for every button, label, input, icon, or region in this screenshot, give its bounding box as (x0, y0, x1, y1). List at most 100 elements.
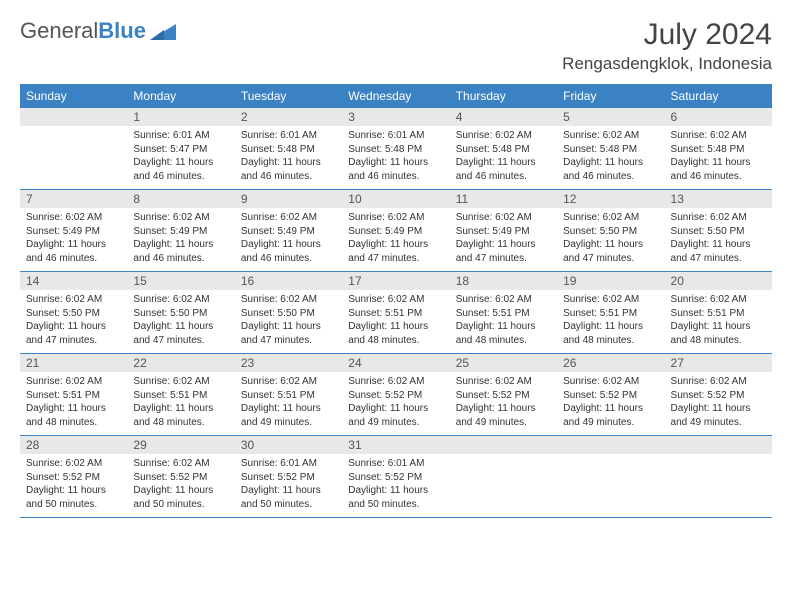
sunset-line: Sunset: 5:49 PM (133, 225, 228, 239)
sunset-line: Sunset: 5:51 PM (456, 307, 551, 321)
sunset-line: Sunset: 5:51 PM (563, 307, 658, 321)
daylight-line: Daylight: 11 hours and 47 minutes. (133, 320, 228, 347)
calendar-row: 7Sunrise: 6:02 AMSunset: 5:49 PMDaylight… (20, 190, 772, 272)
day-number: 24 (342, 354, 449, 372)
sunrise-line: Sunrise: 6:02 AM (563, 375, 658, 389)
day-body: Sunrise: 6:02 AMSunset: 5:51 PMDaylight:… (450, 290, 557, 353)
daylight-line: Daylight: 11 hours and 46 minutes. (241, 238, 336, 265)
day-body: Sunrise: 6:01 AMSunset: 5:52 PMDaylight:… (342, 454, 449, 517)
calendar-cell: 28Sunrise: 6:02 AMSunset: 5:52 PMDayligh… (20, 436, 127, 518)
day-number: 7 (20, 190, 127, 208)
daylight-line: Daylight: 11 hours and 47 minutes. (348, 238, 443, 265)
day-body: Sunrise: 6:02 AMSunset: 5:51 PMDaylight:… (20, 372, 127, 435)
day-header: Sunday (20, 84, 127, 108)
daylight-line: Daylight: 11 hours and 46 minutes. (456, 156, 551, 183)
calendar-cell: 31Sunrise: 6:01 AMSunset: 5:52 PMDayligh… (342, 436, 449, 518)
logo-part1: General (20, 18, 98, 43)
sunset-line: Sunset: 5:50 PM (671, 225, 766, 239)
day-body: Sunrise: 6:02 AMSunset: 5:48 PMDaylight:… (450, 126, 557, 189)
logo-text: GeneralBlue (20, 18, 146, 44)
day-number: 20 (665, 272, 772, 290)
sunrise-line: Sunrise: 6:01 AM (348, 457, 443, 471)
daylight-line: Daylight: 11 hours and 46 minutes. (241, 156, 336, 183)
daylight-line: Daylight: 11 hours and 49 minutes. (348, 402, 443, 429)
sunset-line: Sunset: 5:51 PM (241, 389, 336, 403)
sunrise-line: Sunrise: 6:02 AM (133, 211, 228, 225)
day-number: 17 (342, 272, 449, 290)
header: GeneralBlue July 2024 Rengasdengklok, In… (20, 18, 772, 74)
sunrise-line: Sunrise: 6:02 AM (241, 375, 336, 389)
day-number: 25 (450, 354, 557, 372)
day-body-empty (450, 454, 557, 502)
day-body: Sunrise: 6:02 AMSunset: 5:52 PMDaylight:… (665, 372, 772, 435)
sunset-line: Sunset: 5:49 PM (348, 225, 443, 239)
day-body: Sunrise: 6:02 AMSunset: 5:50 PMDaylight:… (557, 208, 664, 271)
sunrise-line: Sunrise: 6:02 AM (456, 293, 551, 307)
day-number: 6 (665, 108, 772, 126)
sunset-line: Sunset: 5:51 PM (671, 307, 766, 321)
daylight-line: Daylight: 11 hours and 48 minutes. (563, 320, 658, 347)
calendar-cell: 29Sunrise: 6:02 AMSunset: 5:52 PMDayligh… (127, 436, 234, 518)
day-body: Sunrise: 6:02 AMSunset: 5:52 PMDaylight:… (127, 454, 234, 517)
sunset-line: Sunset: 5:48 PM (456, 143, 551, 157)
daylight-line: Daylight: 11 hours and 46 minutes. (26, 238, 121, 265)
day-body: Sunrise: 6:02 AMSunset: 5:52 PMDaylight:… (20, 454, 127, 517)
day-body: Sunrise: 6:02 AMSunset: 5:50 PMDaylight:… (235, 290, 342, 353)
daylight-line: Daylight: 11 hours and 48 minutes. (348, 320, 443, 347)
calendar-cell: 16Sunrise: 6:02 AMSunset: 5:50 PMDayligh… (235, 272, 342, 354)
day-body: Sunrise: 6:01 AMSunset: 5:47 PMDaylight:… (127, 126, 234, 189)
daylight-line: Daylight: 11 hours and 47 minutes. (456, 238, 551, 265)
calendar-body: 1Sunrise: 6:01 AMSunset: 5:47 PMDaylight… (20, 108, 772, 518)
calendar-cell: 9Sunrise: 6:02 AMSunset: 5:49 PMDaylight… (235, 190, 342, 272)
sunset-line: Sunset: 5:50 PM (133, 307, 228, 321)
day-number: 15 (127, 272, 234, 290)
calendar-cell: 14Sunrise: 6:02 AMSunset: 5:50 PMDayligh… (20, 272, 127, 354)
daylight-line: Daylight: 11 hours and 47 minutes. (26, 320, 121, 347)
day-body: Sunrise: 6:02 AMSunset: 5:49 PMDaylight:… (20, 208, 127, 271)
calendar-cell: 15Sunrise: 6:02 AMSunset: 5:50 PMDayligh… (127, 272, 234, 354)
calendar-cell (450, 436, 557, 518)
calendar-row: 14Sunrise: 6:02 AMSunset: 5:50 PMDayligh… (20, 272, 772, 354)
sunrise-line: Sunrise: 6:02 AM (26, 211, 121, 225)
day-number: 2 (235, 108, 342, 126)
calendar-cell: 25Sunrise: 6:02 AMSunset: 5:52 PMDayligh… (450, 354, 557, 436)
daylight-line: Daylight: 11 hours and 46 minutes. (133, 238, 228, 265)
day-number: 27 (665, 354, 772, 372)
daylight-line: Daylight: 11 hours and 50 minutes. (26, 484, 121, 511)
day-body: Sunrise: 6:02 AMSunset: 5:52 PMDaylight:… (557, 372, 664, 435)
sunset-line: Sunset: 5:52 PM (133, 471, 228, 485)
day-number: 1 (127, 108, 234, 126)
day-body: Sunrise: 6:02 AMSunset: 5:50 PMDaylight:… (665, 208, 772, 271)
calendar-cell: 8Sunrise: 6:02 AMSunset: 5:49 PMDaylight… (127, 190, 234, 272)
day-number-empty (450, 436, 557, 454)
sunrise-line: Sunrise: 6:02 AM (133, 375, 228, 389)
sunrise-line: Sunrise: 6:02 AM (348, 375, 443, 389)
sunset-line: Sunset: 5:51 PM (26, 389, 121, 403)
calendar-cell: 19Sunrise: 6:02 AMSunset: 5:51 PMDayligh… (557, 272, 664, 354)
calendar-cell (557, 436, 664, 518)
day-body: Sunrise: 6:02 AMSunset: 5:49 PMDaylight:… (127, 208, 234, 271)
sunset-line: Sunset: 5:52 PM (456, 389, 551, 403)
day-header: Monday (127, 84, 234, 108)
day-number: 11 (450, 190, 557, 208)
day-number-empty (20, 108, 127, 126)
calendar-cell: 3Sunrise: 6:01 AMSunset: 5:48 PMDaylight… (342, 108, 449, 190)
calendar-cell: 24Sunrise: 6:02 AMSunset: 5:52 PMDayligh… (342, 354, 449, 436)
calendar-cell (20, 108, 127, 190)
daylight-line: Daylight: 11 hours and 49 minutes. (241, 402, 336, 429)
sunrise-line: Sunrise: 6:02 AM (133, 457, 228, 471)
logo-part2: Blue (98, 18, 146, 43)
daylight-line: Daylight: 11 hours and 50 minutes. (348, 484, 443, 511)
daylight-line: Daylight: 11 hours and 47 minutes. (563, 238, 658, 265)
daylight-line: Daylight: 11 hours and 46 minutes. (563, 156, 658, 183)
daylight-line: Daylight: 11 hours and 50 minutes. (133, 484, 228, 511)
sunset-line: Sunset: 5:50 PM (563, 225, 658, 239)
daylight-line: Daylight: 11 hours and 48 minutes. (133, 402, 228, 429)
day-body: Sunrise: 6:02 AMSunset: 5:48 PMDaylight:… (557, 126, 664, 189)
daylight-line: Daylight: 11 hours and 49 minutes. (456, 402, 551, 429)
calendar-cell: 23Sunrise: 6:02 AMSunset: 5:51 PMDayligh… (235, 354, 342, 436)
day-body: Sunrise: 6:02 AMSunset: 5:51 PMDaylight:… (235, 372, 342, 435)
day-body: Sunrise: 6:01 AMSunset: 5:48 PMDaylight:… (235, 126, 342, 189)
day-number: 23 (235, 354, 342, 372)
day-number: 10 (342, 190, 449, 208)
